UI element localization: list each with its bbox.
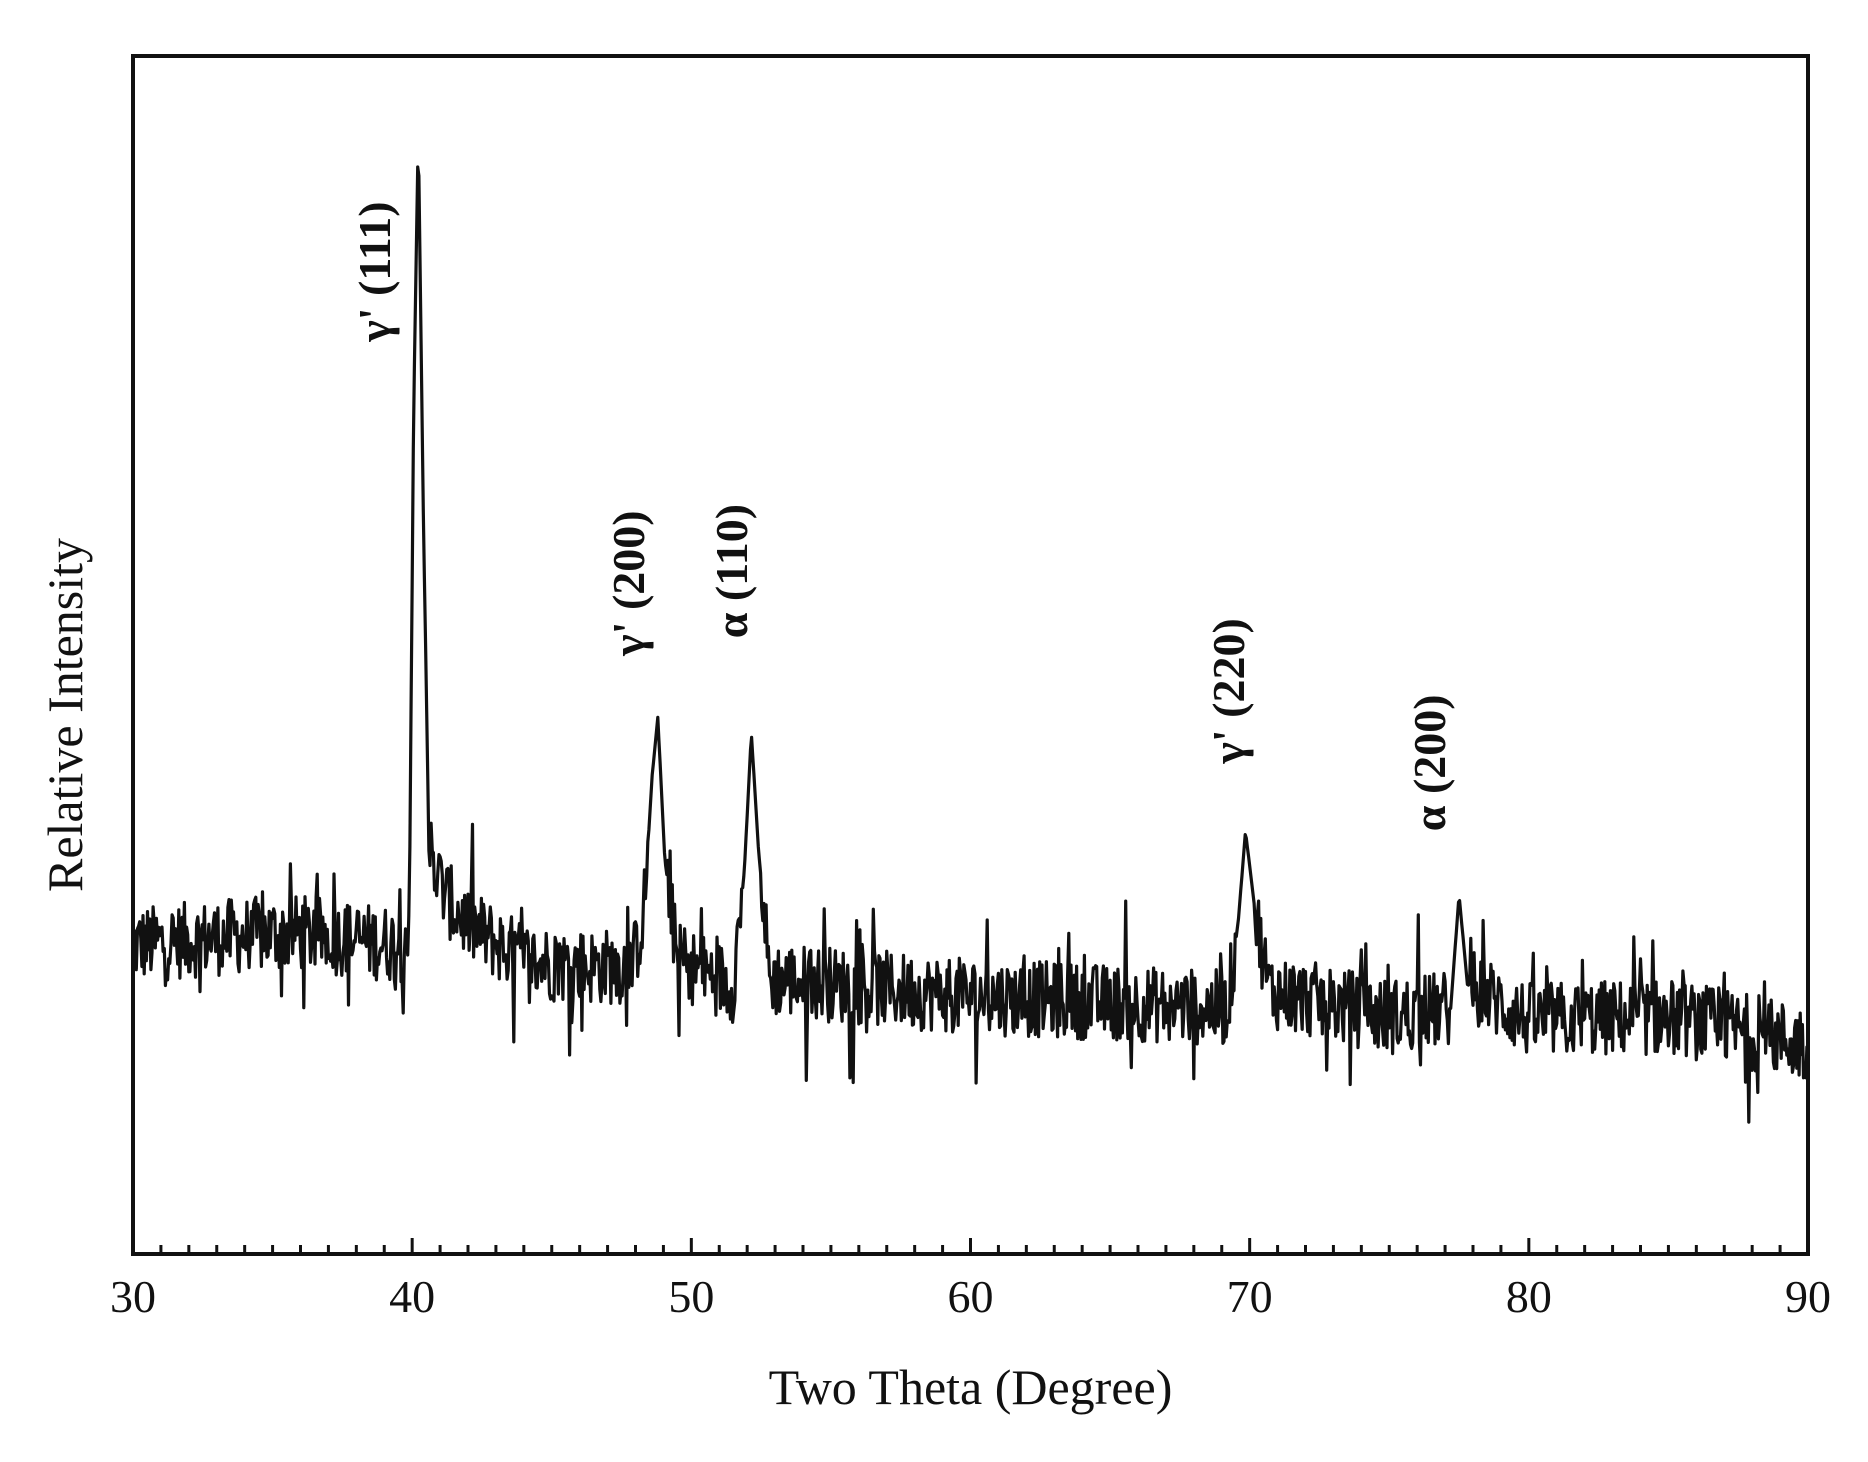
x-tick-label: 50 [668, 1271, 714, 1322]
peak-annotation: α (110) [706, 504, 757, 638]
x-tick-label: 80 [1506, 1271, 1552, 1322]
x-axis-title: Two Theta (Degree) [769, 1359, 1173, 1415]
peak-annotations: γ' (111) γ' (200) α (110) γ' (220) α (200) [349, 201, 1455, 831]
peak-annotation: γ' (200) [603, 510, 654, 656]
peak-annotation: α (200) [1404, 694, 1455, 831]
x-tick-label: 90 [1785, 1271, 1831, 1322]
y-axis-title: Relative Intensity [37, 538, 93, 892]
peak-annotation: γ' (220) [1203, 618, 1254, 764]
x-tick-label: 30 [110, 1271, 156, 1322]
plot-area [131, 165, 1810, 1124]
x-axis-tick-labels: 30 40 50 60 70 80 90 [110, 1271, 1831, 1322]
x-axis-ticks [131, 1238, 1810, 1254]
peak-annotation: γ' (111) [349, 201, 400, 342]
series-line-intensity [131, 165, 1810, 1124]
x-tick-label: 70 [1227, 1271, 1273, 1322]
x-tick-label: 40 [389, 1271, 435, 1322]
x-tick-label: 60 [948, 1271, 994, 1322]
